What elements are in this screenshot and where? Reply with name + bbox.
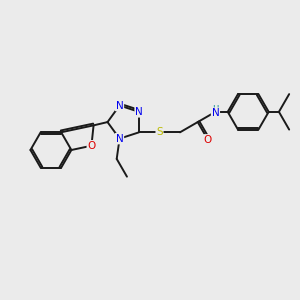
Text: S: S bbox=[156, 127, 163, 137]
Text: N: N bbox=[116, 134, 123, 144]
Text: O: O bbox=[204, 135, 212, 145]
Text: N: N bbox=[116, 100, 123, 110]
Text: N: N bbox=[212, 108, 219, 118]
Text: H: H bbox=[212, 105, 219, 114]
Text: N: N bbox=[135, 107, 143, 117]
Text: O: O bbox=[87, 141, 96, 151]
